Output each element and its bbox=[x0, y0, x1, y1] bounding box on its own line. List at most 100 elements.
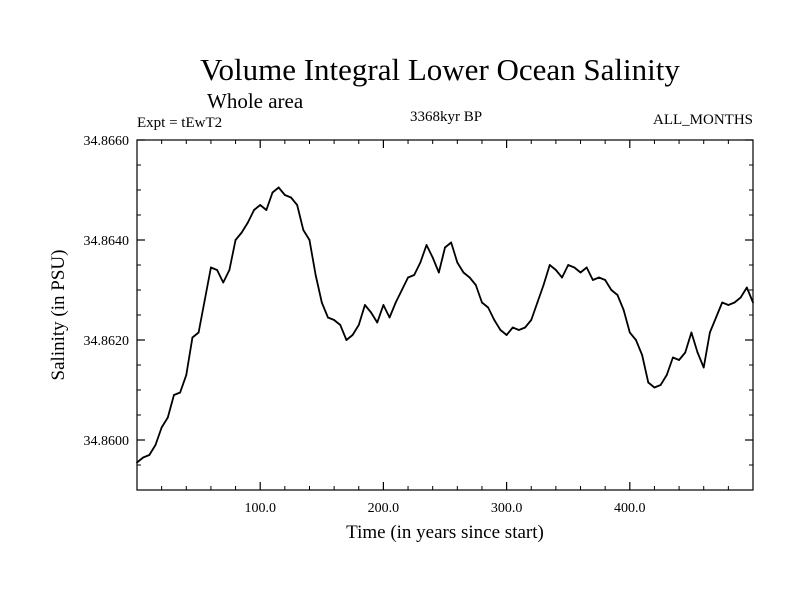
data-point bbox=[210, 266, 212, 269]
data-point bbox=[431, 256, 434, 259]
data-point bbox=[136, 461, 138, 464]
data-point bbox=[222, 281, 225, 284]
data-point bbox=[314, 274, 317, 276]
data-point bbox=[302, 229, 305, 231]
data-point bbox=[191, 336, 194, 339]
y-tick-label: 34.8600 bbox=[84, 434, 130, 449]
data-point bbox=[197, 331, 200, 334]
data-point bbox=[277, 186, 280, 189]
data-point bbox=[203, 299, 206, 301]
data-point bbox=[283, 194, 286, 196]
data-point bbox=[548, 264, 551, 266]
period-label: 3368kyr BP bbox=[410, 109, 482, 125]
data-point bbox=[413, 274, 416, 276]
months-label: ALL_MONTHS bbox=[653, 112, 753, 128]
data-point bbox=[444, 246, 446, 249]
data-point bbox=[351, 334, 354, 336]
data-point bbox=[690, 331, 693, 334]
data-point bbox=[474, 284, 477, 286]
data-point bbox=[622, 309, 625, 311]
data-point bbox=[721, 301, 724, 304]
x-tick-label: 100.0 bbox=[244, 501, 276, 516]
x-tick-label: 200.0 bbox=[368, 501, 400, 516]
chart-title: Volume Integral Lower Ocean Salinity bbox=[200, 52, 680, 87]
data-point bbox=[505, 334, 508, 336]
data-point bbox=[456, 261, 459, 264]
data-point bbox=[253, 209, 255, 211]
data-point bbox=[400, 289, 403, 291]
data-point bbox=[154, 444, 157, 446]
data-point bbox=[425, 244, 428, 246]
data-point bbox=[462, 271, 465, 274]
data-point bbox=[684, 351, 687, 354]
data-point bbox=[616, 294, 619, 296]
data-point bbox=[345, 339, 348, 341]
data-points bbox=[136, 186, 754, 464]
data-point bbox=[271, 191, 274, 194]
salinity-series-line bbox=[136, 186, 754, 464]
data-point bbox=[228, 269, 231, 271]
data-point bbox=[407, 276, 409, 279]
data-point bbox=[635, 339, 637, 341]
data-point bbox=[696, 351, 699, 354]
experiment-label: Expt = tEwT2 bbox=[137, 115, 222, 131]
data-point bbox=[481, 301, 483, 304]
data-point bbox=[234, 239, 237, 241]
data-point bbox=[179, 391, 182, 394]
data-point bbox=[499, 329, 502, 331]
data-point bbox=[573, 266, 576, 269]
data-point bbox=[240, 231, 243, 234]
data-point bbox=[591, 279, 594, 281]
chart-subtitle: Whole area bbox=[207, 89, 304, 113]
data-point bbox=[450, 241, 453, 244]
data-point bbox=[542, 284, 545, 286]
data-point bbox=[665, 374, 668, 376]
data-point bbox=[610, 289, 613, 291]
data-point bbox=[493, 319, 496, 321]
data-point bbox=[419, 261, 422, 264]
data-point bbox=[166, 416, 169, 419]
data-point bbox=[290, 196, 292, 199]
data-point bbox=[739, 296, 742, 299]
data-point bbox=[173, 394, 175, 396]
x-axis-label: Time (in years since start) bbox=[346, 522, 544, 543]
data-point bbox=[160, 426, 163, 429]
data-point bbox=[259, 204, 262, 206]
x-tick-label: 300.0 bbox=[491, 501, 523, 516]
data-point bbox=[530, 319, 533, 321]
plot-frame bbox=[136, 139, 754, 491]
data-point bbox=[554, 269, 557, 271]
data-point bbox=[388, 316, 391, 319]
data-point bbox=[752, 301, 754, 304]
data-point bbox=[678, 359, 680, 361]
data-point bbox=[148, 454, 151, 456]
data-point bbox=[745, 286, 748, 289]
data-point bbox=[536, 301, 539, 304]
data-point bbox=[628, 331, 631, 334]
data-point bbox=[715, 316, 717, 319]
data-point bbox=[567, 264, 570, 266]
data-point bbox=[364, 304, 366, 306]
data-point bbox=[265, 209, 268, 211]
x-tick-label: 400.0 bbox=[614, 501, 646, 516]
data-point bbox=[246, 221, 249, 224]
data-point bbox=[653, 386, 656, 389]
data-point bbox=[376, 321, 379, 324]
data-point bbox=[659, 384, 662, 386]
data-point bbox=[320, 301, 323, 304]
data-point bbox=[339, 324, 342, 326]
data-point bbox=[524, 326, 526, 329]
data-point bbox=[672, 356, 674, 359]
data-point bbox=[604, 279, 607, 281]
data-point bbox=[641, 354, 644, 356]
data-point bbox=[733, 301, 736, 304]
data-point bbox=[598, 276, 600, 279]
data-point bbox=[382, 304, 385, 306]
data-point bbox=[216, 269, 218, 271]
y-tick-label: 34.8660 bbox=[84, 134, 130, 149]
data-point bbox=[308, 239, 311, 241]
data-point bbox=[727, 304, 730, 306]
data-point bbox=[333, 319, 336, 321]
data-point bbox=[185, 374, 188, 376]
